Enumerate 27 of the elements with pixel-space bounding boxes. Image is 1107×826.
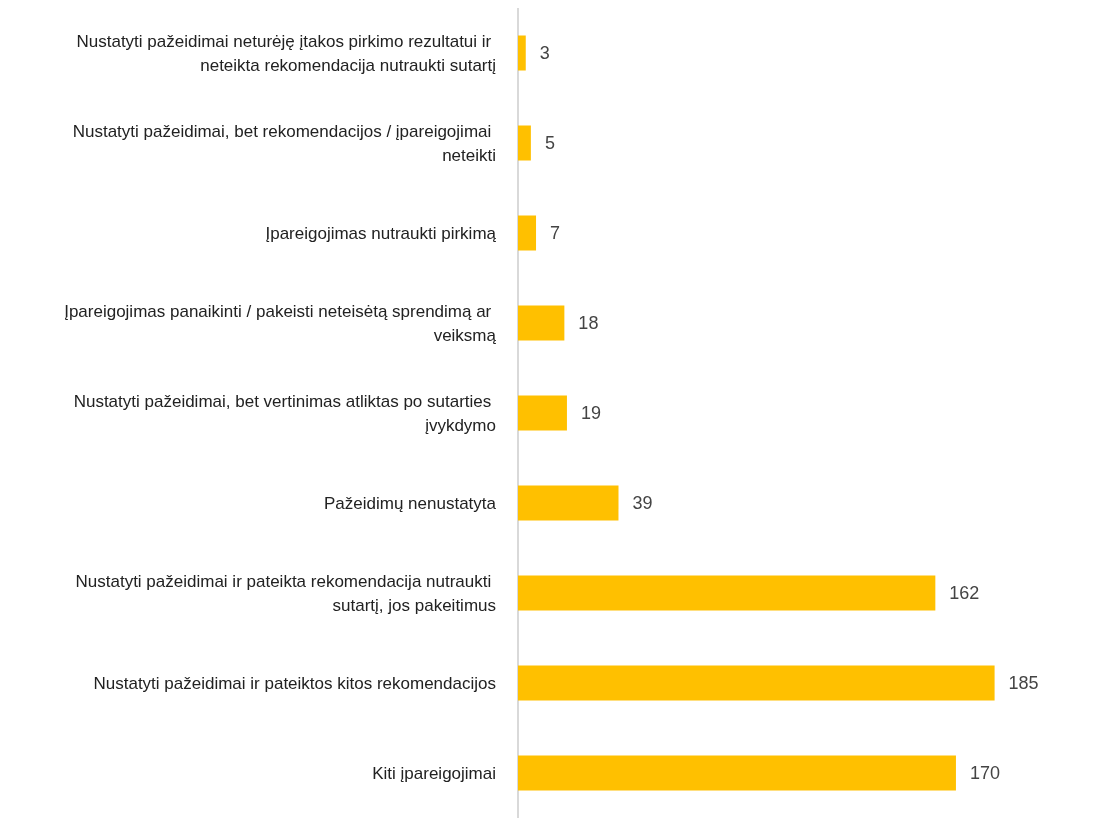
y-tick-label: Nustatyti pažeidimai ir pateiktos kitos rekomendacijos — [93, 673, 496, 693]
data-label: 18 — [578, 313, 599, 333]
data-label: 3 — [539, 43, 550, 63]
y-tick-label: Įpareigojimas panaikinti / pakeisti neteisėtą sprendimą ar veiksmą — [64, 301, 497, 345]
y-tick-label: Kiti įpareigojimai — [372, 763, 496, 783]
y-tick-label: Nustatyti pažeidimai, bet vertinimas atliktas po sutarties įvykdymo — [73, 391, 496, 435]
bar — [518, 215, 537, 251]
data-label: 19 — [580, 403, 601, 423]
y-tick-label: Pažeidimų nenustatyta — [324, 493, 497, 513]
bar — [518, 485, 619, 521]
data-label: 7 — [550, 223, 561, 243]
y-tick-label: Nustatyti pažeidimai ir pateikta rekomendacija nutraukti sutartį, jos pakeitimus — [75, 571, 496, 615]
bar — [518, 125, 531, 161]
y-tick-label: Nustatyti pažeidimai, bet rekomendacijos / įpareigojimai neteikti — [72, 121, 496, 165]
data-label: 185 — [1008, 673, 1039, 693]
data-label: 5 — [544, 133, 555, 153]
data-label: 39 — [632, 493, 653, 513]
bar — [518, 305, 565, 341]
bar — [518, 35, 526, 71]
bar — [518, 575, 936, 611]
data-label: 170 — [969, 763, 1000, 783]
bar — [518, 665, 995, 701]
bar — [518, 395, 567, 431]
data-label: 162 — [949, 583, 980, 603]
y-tick-label: Įpareigojimas nutraukti pirkimą — [265, 223, 497, 243]
bar — [518, 755, 956, 791]
y-tick-label: Nustatyti pažeidimai neturėję įtakos pirkimo rezultatui ir neteikta rekomendacija nutraukti sutartį — [76, 31, 497, 75]
